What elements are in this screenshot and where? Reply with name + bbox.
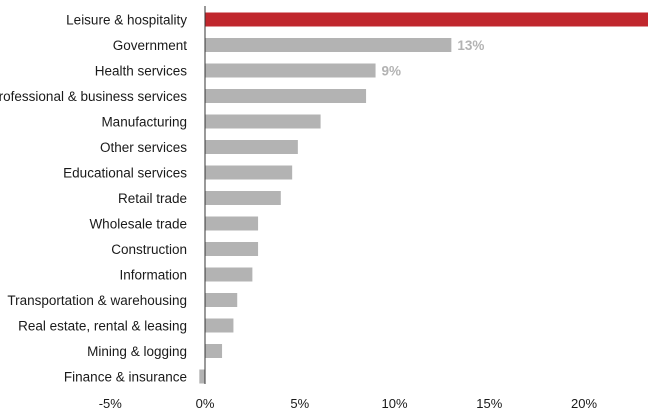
x-tick-label: 10% — [381, 396, 407, 411]
bars-group — [199, 12, 648, 384]
category-label: Retail trade — [118, 191, 187, 206]
category-label: Professional & business services — [0, 89, 187, 104]
bar-leisure-hospitality — [205, 12, 648, 27]
bar-finance-insurance — [199, 369, 205, 384]
bar-transportation-warehousing — [205, 293, 238, 307]
category-label: Other services — [100, 140, 187, 155]
x-tick-label: -5% — [99, 396, 123, 411]
bar-professional-business-services — [205, 89, 367, 103]
bar-mining-logging — [205, 344, 223, 358]
bar-educational-services — [205, 165, 293, 180]
bar-retail-trade — [205, 191, 281, 205]
bar-other-services — [205, 140, 298, 154]
category-label: Educational services — [63, 166, 187, 181]
bar-information — [205, 267, 253, 282]
x-tick-label: 5% — [290, 396, 309, 411]
category-label: Real estate, rental & leasing — [18, 319, 187, 334]
category-label: Construction — [111, 242, 187, 257]
category-label: Leisure & hospitality — [66, 13, 187, 28]
x-tick-label: 0% — [196, 396, 215, 411]
category-label: Transportation & warehousing — [7, 293, 187, 308]
category-label: Information — [119, 268, 187, 283]
bar-government — [205, 38, 452, 52]
x-tick-label: 20% — [571, 396, 597, 411]
category-label: Government — [113, 38, 188, 53]
category-label: Health services — [95, 64, 188, 79]
bar-construction — [205, 242, 259, 256]
data-label: 9% — [382, 64, 402, 79]
x-tick-labels-group: -5%0%5%10%15%20%25%30%35%40%45% — [99, 396, 598, 411]
data-labels-group: 39%13%9% — [382, 38, 485, 79]
bar-wholesale-trade — [205, 216, 259, 231]
category-label: Manufacturing — [101, 115, 187, 130]
bar-real-estate-rental-leasing — [205, 318, 234, 333]
category-label: Mining & logging — [87, 344, 187, 359]
category-labels-group: Leisure & hospitality Government Health se… — [0, 13, 187, 385]
category-label: Wholesale trade — [89, 217, 187, 232]
x-tick-label: 15% — [476, 396, 502, 411]
category-label: Finance & insurance — [64, 370, 187, 385]
bar-health-services — [205, 63, 376, 78]
data-label: 13% — [457, 38, 484, 53]
bar-manufacturing — [205, 114, 321, 129]
